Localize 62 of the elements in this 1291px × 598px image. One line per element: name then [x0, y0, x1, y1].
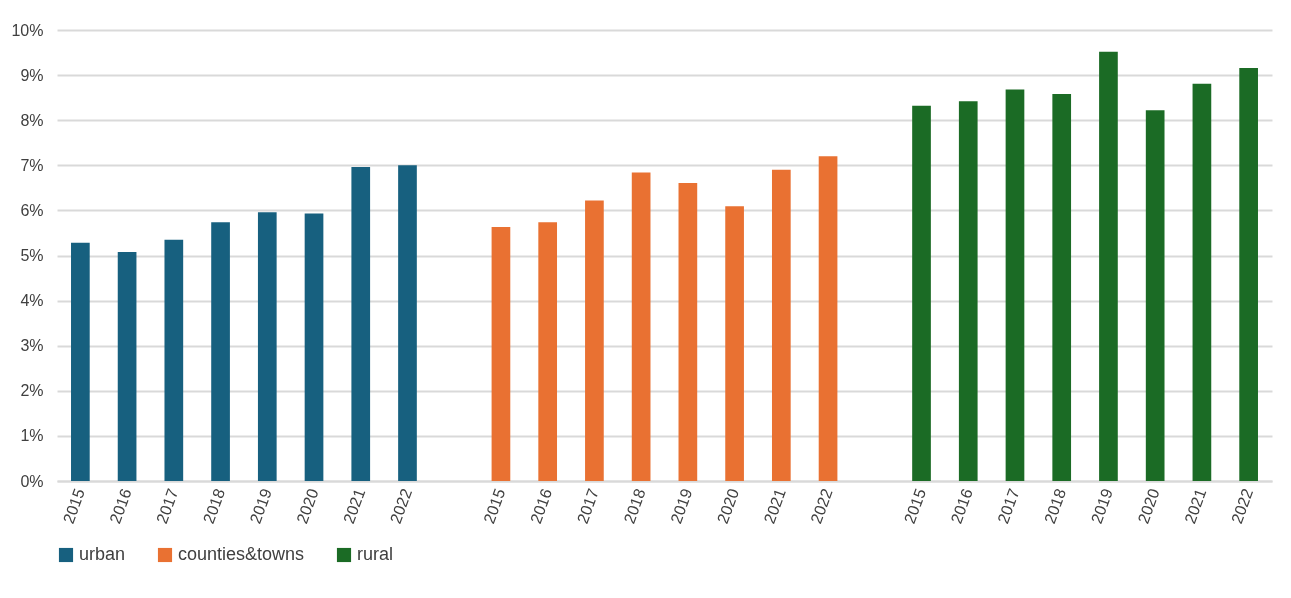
x-tick-label: 2018	[199, 486, 229, 526]
bar	[1099, 51, 1118, 481]
x-tick-label: 2020	[713, 486, 743, 526]
bar	[351, 167, 371, 481]
y-tick-label: 7%	[20, 156, 44, 174]
x-tick-label: 2016	[527, 486, 556, 526]
y-tick-label: 8%	[20, 111, 44, 129]
legend-label: rural	[357, 544, 394, 564]
x-tick-label: 2015	[480, 486, 509, 526]
y-tick-label: 4%	[20, 292, 44, 310]
x-tick-label: 2020	[1134, 486, 1163, 526]
x-tick-label: 2021	[1181, 486, 1210, 526]
x-tick-label: 2022	[386, 486, 416, 526]
y-tick-label: 1%	[20, 427, 44, 445]
bar	[257, 212, 277, 481]
y-tick-label: 6%	[20, 201, 44, 219]
legend-label: urban	[79, 544, 126, 564]
bar	[1239, 67, 1258, 481]
bar	[164, 239, 184, 481]
x-tick-label: 2016	[106, 486, 135, 526]
x-tick-label: 2018	[620, 486, 649, 526]
x-tick-label: 2017	[994, 486, 1023, 526]
bar	[491, 227, 511, 481]
bar	[1052, 94, 1072, 481]
y-tick-label: 5%	[20, 247, 44, 264]
bar	[398, 165, 417, 481]
bar	[725, 206, 744, 481]
y-tick-label: 9%	[20, 66, 44, 84]
x-tick-label: 2022	[807, 486, 836, 526]
legend-label: counties&towns	[178, 544, 305, 564]
bar	[912, 105, 931, 481]
x-tick-label: 2019	[246, 486, 275, 526]
y-tick-label: 10%	[11, 21, 44, 39]
bar	[958, 101, 978, 481]
bar	[1005, 89, 1025, 481]
y-tick-label: 2%	[20, 382, 44, 400]
y-tick-label: 3%	[20, 337, 44, 355]
bar	[771, 169, 791, 481]
bar	[631, 172, 651, 481]
x-tick-label: 2021	[760, 486, 789, 526]
bar	[538, 222, 558, 481]
bar	[211, 222, 230, 481]
x-tick-label: 2016	[947, 486, 976, 526]
bar	[117, 251, 137, 481]
bar	[1145, 110, 1165, 481]
x-tick-label: 2019	[667, 486, 696, 526]
y-tick-label: 0%	[20, 472, 44, 490]
bar	[585, 200, 604, 481]
bar	[678, 182, 698, 481]
x-tick-label: 2017	[153, 486, 182, 526]
bar	[71, 242, 90, 481]
x-tick-label: 2015	[59, 486, 88, 526]
x-tick-label: 2015	[900, 486, 930, 526]
x-tick-label: 2021	[340, 486, 369, 526]
x-tick-label: 2018	[1041, 486, 1070, 526]
x-tick-label: 2022	[1228, 486, 1257, 526]
x-tick-label: 2017	[573, 486, 602, 526]
bar	[818, 156, 838, 481]
bar	[1192, 83, 1212, 481]
x-tick-label: 2019	[1087, 486, 1116, 526]
bar	[304, 213, 324, 481]
x-tick-label: 2020	[293, 486, 322, 526]
